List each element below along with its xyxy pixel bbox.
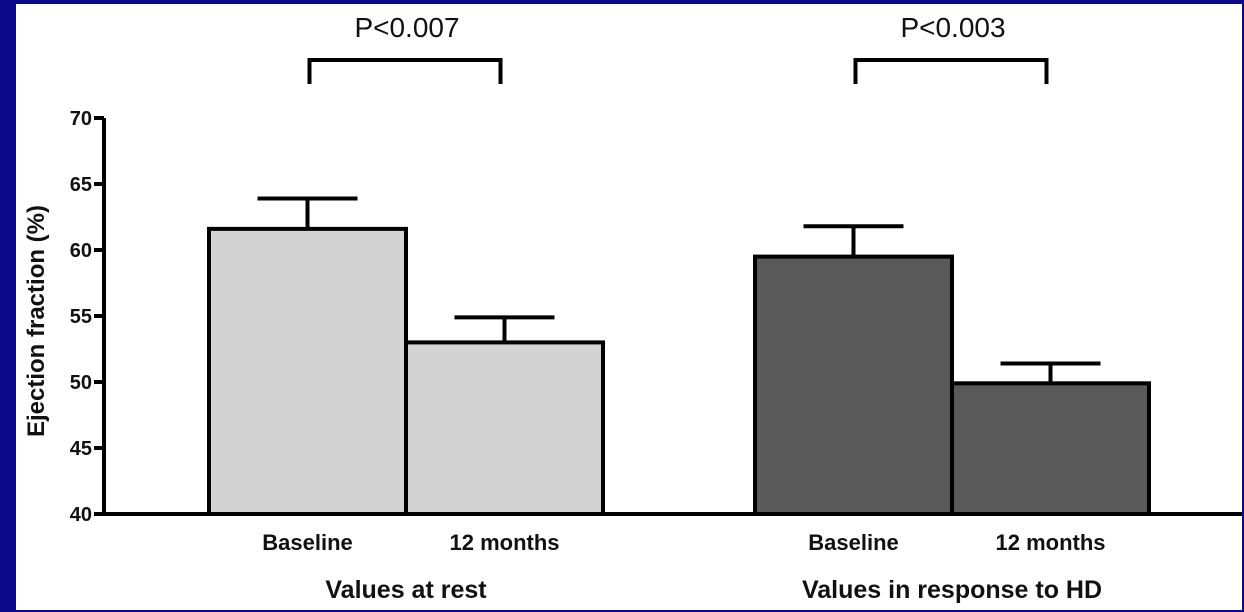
p-value-label: P<0.007 <box>354 12 459 43</box>
bar-0-0 <box>207 226 408 516</box>
y-tick-label: 55 <box>70 306 92 328</box>
category-label: Baseline <box>262 530 353 555</box>
significance-bracket <box>853 58 1049 84</box>
y-tick-label: 40 <box>70 504 92 526</box>
y-axis-title: Ejection fraction (%) <box>23 205 50 437</box>
significance-bracket <box>307 58 503 84</box>
y-tick-label: 60 <box>70 240 92 262</box>
bar-1-1 <box>950 381 1151 516</box>
chart-panel: Ejection fraction (%) 40 45 50 55 60 65 70 Bas… <box>16 4 1242 610</box>
y-tick-label: 50 <box>70 372 92 394</box>
y-tick-label: 65 <box>70 174 92 196</box>
ejection-fraction-bar-chart: Ejection fraction (%) 40 45 50 55 60 65 70 Bas… <box>23 12 1242 604</box>
group-label: Values at rest <box>325 576 487 604</box>
y-tick-label: 45 <box>70 438 92 460</box>
bars <box>207 196 1151 516</box>
category-label: 12 months <box>995 530 1105 555</box>
category-label: Baseline <box>808 530 899 555</box>
group-label: Values in response to HD <box>802 576 1102 604</box>
bar-1-0 <box>753 254 954 516</box>
y-axis-title-group: Ejection fraction (%) <box>23 205 50 437</box>
y-tick-label: 70 <box>70 108 92 130</box>
bar-0-1 <box>404 340 605 516</box>
category-label: 12 months <box>449 530 559 555</box>
labels: Baseline 12 months Values at rest P<0.007 Ba… <box>262 12 1105 604</box>
p-value-label: P<0.003 <box>900 12 1005 43</box>
